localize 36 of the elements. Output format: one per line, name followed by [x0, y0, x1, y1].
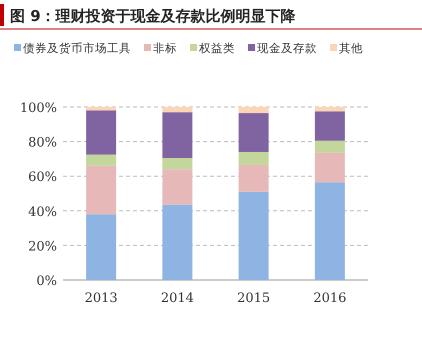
- bar: [162, 204, 192, 280]
- y-tick-label: 40%: [28, 204, 57, 220]
- bar: [238, 113, 269, 152]
- bar: [314, 107, 345, 112]
- y-tick-label: 20%: [28, 239, 57, 254]
- bar: [314, 182, 345, 280]
- bar: [162, 158, 192, 170]
- legend-label: 债券及货币市场工具: [23, 41, 131, 55]
- y-tick-label: 60%: [28, 170, 57, 186]
- legend-label: 现金及存款: [257, 41, 317, 55]
- bar: [238, 107, 269, 114]
- bar: [238, 192, 269, 280]
- y-tick-label: 80%: [28, 136, 57, 151]
- bar: [238, 164, 269, 192]
- legend-label: 权益类: [198, 41, 235, 55]
- x-tick-label: 2014: [160, 291, 194, 306]
- bar: [162, 169, 192, 205]
- x-tick-label: 2016: [313, 291, 346, 306]
- bar: [86, 214, 116, 280]
- bar: [238, 152, 269, 165]
- bar: [162, 107, 192, 112]
- bar: [86, 110, 116, 155]
- y-tick-label: 100%: [20, 101, 57, 116]
- y-tick-label: 0%: [36, 274, 57, 289]
- bar: [86, 154, 116, 166]
- bar: [162, 112, 192, 158]
- bar: [314, 140, 345, 153]
- bar: [314, 152, 345, 182]
- x-tick-label: 2013: [84, 291, 118, 306]
- legend-label: 非标: [153, 41, 177, 55]
- x-tick-label: 2015: [237, 291, 270, 306]
- chart-title: 图 9：理财投资于现金及存款比例明显下降: [10, 7, 297, 25]
- bar: [86, 166, 116, 214]
- bar: [86, 107, 116, 110]
- legend-label: 其他: [339, 41, 363, 55]
- bar: [314, 111, 345, 141]
